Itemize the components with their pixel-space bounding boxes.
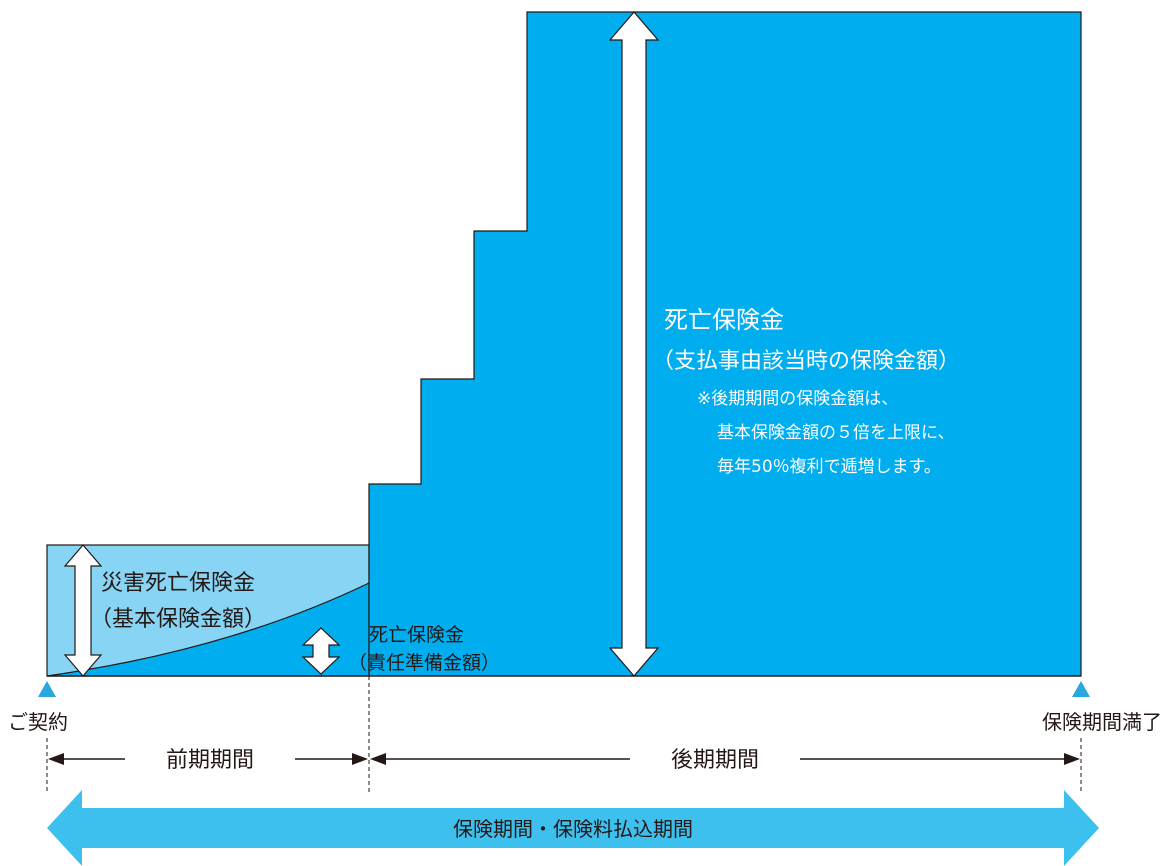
total-period-label: 保険期間・保険料払込期間: [453, 817, 693, 841]
death-benefit-note-2: 基本保険金額の５倍を上限に、: [717, 423, 955, 443]
triangle-up-icon: [1072, 681, 1090, 697]
accident-benefit-title: 災害死亡保険金: [101, 571, 255, 596]
late-period-label: 後期期間: [671, 748, 759, 773]
contract-start-label: ご契約: [8, 710, 68, 734]
double-arrow-vertical-icon: [608, 11, 660, 677]
early-period-label: 前期期間: [166, 748, 254, 773]
death-benefit-subtitle: （支払事由該当時の保険金額）: [652, 349, 960, 374]
death-benefit-note-1: ※後期期間の保険金額は、: [697, 389, 898, 409]
reserve-benefit-subtitle: （責任準備金額）: [348, 652, 500, 674]
accident-benefit-subtitle: （基本保険金額）: [90, 607, 266, 632]
death-benefit-note-3: 毎年50％複利で逓増します。: [717, 457, 941, 477]
reserve-benefit-title: 死亡保険金: [369, 624, 464, 646]
double-arrow-vertical-icon: [301, 627, 341, 675]
late-period-arrow: [370, 753, 1080, 765]
contract-end-label: 保険期間満了: [1042, 710, 1162, 734]
double-arrow-horizontal-icon: [47, 790, 1099, 866]
early-period-arrow: [48, 753, 368, 765]
reserve-curve-area: [46, 582, 370, 677]
double-arrow-vertical-icon: [63, 544, 103, 677]
death-benefit-steps: [368, 11, 1082, 677]
triangle-up-icon: [38, 681, 56, 697]
death-benefit-title: 死亡保険金: [664, 306, 784, 334]
